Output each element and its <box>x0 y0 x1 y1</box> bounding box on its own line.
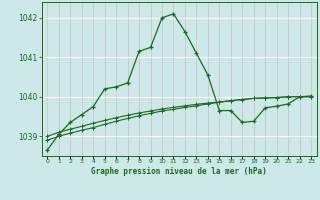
X-axis label: Graphe pression niveau de la mer (hPa): Graphe pression niveau de la mer (hPa) <box>91 167 267 176</box>
